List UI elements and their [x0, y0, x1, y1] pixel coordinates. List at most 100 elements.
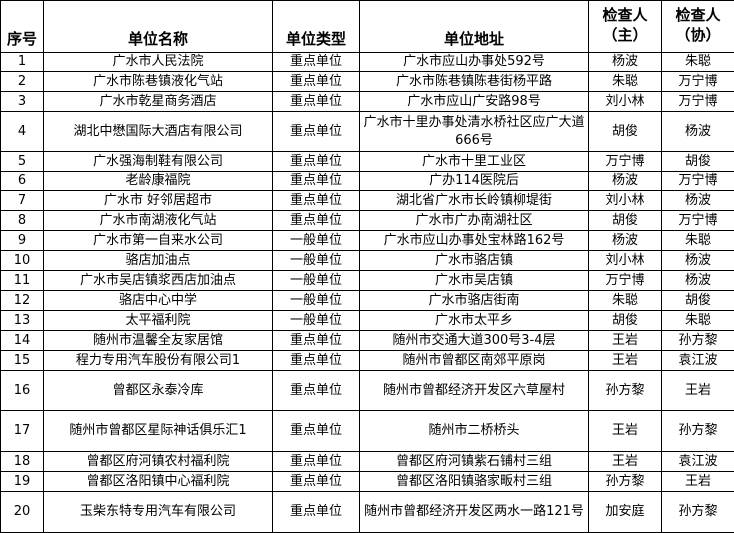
- cell-main: 王岩: [589, 351, 662, 371]
- header-address: 单位地址: [360, 1, 589, 53]
- cell-main: 刘小林: [589, 251, 662, 271]
- cell-name: 随州市曾都区星际神话俱乐汇1: [44, 411, 273, 452]
- cell-name: 老龄康福院: [44, 172, 273, 191]
- cell-no: 7: [1, 191, 44, 211]
- cell-assist: 朱聪: [662, 311, 734, 331]
- cell-type: 一般单位: [273, 251, 360, 271]
- cell-no: 10: [1, 251, 44, 271]
- cell-no: 4: [1, 112, 44, 152]
- cell-address: 随州市曾都区南郊平原岗: [360, 351, 589, 371]
- cell-assist: 王岩: [662, 371, 734, 411]
- cell-no: 17: [1, 411, 44, 452]
- cell-assist: 万宁博: [662, 92, 734, 112]
- cell-address: 广水市骆店街南: [360, 291, 589, 311]
- cell-name: 广水市第一自来水公司: [44, 231, 273, 251]
- cell-address: 广水市应山广安路98号: [360, 92, 589, 112]
- cell-address: 曾都区府河镇紫石铺村三组: [360, 452, 589, 472]
- cell-address: 广水市十里工业区: [360, 152, 589, 172]
- cell-address: 随州市二桥桥头: [360, 411, 589, 452]
- cell-name: 广水市乾星商务酒店: [44, 92, 273, 112]
- cell-no: 15: [1, 351, 44, 371]
- cell-assist: 孙方黎: [662, 331, 734, 351]
- header-no: 序号: [1, 1, 44, 53]
- cell-address: 随州市曾都经济开发区六草屋村: [360, 371, 589, 411]
- cell-main: 孙方黎: [589, 371, 662, 411]
- cell-main: 万宁博: [589, 271, 662, 291]
- cell-name: 湖北中懋国际大酒店有限公司: [44, 112, 273, 152]
- header-type: 单位类型: [273, 1, 360, 53]
- cell-type: 重点单位: [273, 452, 360, 472]
- cell-main: 朱聪: [589, 72, 662, 92]
- cell-main: 杨波: [589, 172, 662, 191]
- cell-address: 广水市陈巷镇陈巷街杨平路: [360, 72, 589, 92]
- cell-address: 广水市应山办事处592号: [360, 53, 589, 72]
- header-inspector-assist: 检查人（协）: [662, 1, 734, 53]
- cell-main: 王岩: [589, 452, 662, 472]
- cell-type: 重点单位: [273, 331, 360, 351]
- cell-type: 一般单位: [273, 311, 360, 331]
- cell-type: 重点单位: [273, 371, 360, 411]
- cell-no: 20: [1, 492, 44, 533]
- cell-no: 8: [1, 211, 44, 231]
- cell-address: 广水市太平乡: [360, 311, 589, 331]
- cell-main: 朱聪: [589, 291, 662, 311]
- cell-assist: 杨波: [662, 112, 734, 152]
- cell-main: 王岩: [589, 411, 662, 452]
- cell-name: 玉柴东特专用汽车有限公司: [44, 492, 273, 533]
- cell-main: 胡俊: [589, 311, 662, 331]
- cell-type: 重点单位: [273, 211, 360, 231]
- cell-type: 重点单位: [273, 191, 360, 211]
- cell-name: 骆店加油点: [44, 251, 273, 271]
- cell-no: 2: [1, 72, 44, 92]
- cell-type: 重点单位: [273, 53, 360, 72]
- cell-type: 一般单位: [273, 271, 360, 291]
- cell-address: 广水市吴店镇: [360, 271, 589, 291]
- cell-address: 湖北省广水市长岭镇柳堤街: [360, 191, 589, 211]
- cell-name: 广水市吴店镇浆西店加油点: [44, 271, 273, 291]
- cell-name: 广水市人民法院: [44, 53, 273, 72]
- cell-main: 王岩: [589, 331, 662, 351]
- cell-no: 3: [1, 92, 44, 112]
- cell-assist: 胡俊: [662, 152, 734, 172]
- cell-no: 16: [1, 371, 44, 411]
- cell-assist: 袁江波: [662, 452, 734, 472]
- cell-assist: 杨波: [662, 251, 734, 271]
- cell-name: 曾都区永泰冷库: [44, 371, 273, 411]
- cell-type: 一般单位: [273, 231, 360, 251]
- cell-assist: 万宁博: [662, 172, 734, 191]
- cell-type: 重点单位: [273, 72, 360, 92]
- cell-assist: 朱聪: [662, 231, 734, 251]
- cell-type: 重点单位: [273, 472, 360, 492]
- cell-address: 广办114医院后: [360, 172, 589, 191]
- cell-assist: 万宁博: [662, 72, 734, 92]
- cell-name: 广水市 好邻居超市: [44, 191, 273, 211]
- cell-address: 广水市广办南湖社区: [360, 211, 589, 231]
- cell-main: 刘小林: [589, 92, 662, 112]
- cell-main: 孙方黎: [589, 472, 662, 492]
- cell-name: 曾都区洛阳镇中心福利院: [44, 472, 273, 492]
- cell-main: 杨波: [589, 231, 662, 251]
- cell-assist: 杨波: [662, 271, 734, 291]
- cell-address: 随州市曾都经济开发区两水一路121号: [360, 492, 589, 533]
- cell-no: 11: [1, 271, 44, 291]
- cell-name: 广水强海制鞋有限公司: [44, 152, 273, 172]
- cell-assist: 朱聪: [662, 53, 734, 72]
- cell-main: 胡俊: [589, 112, 662, 152]
- cell-name: 广水市陈巷镇液化气站: [44, 72, 273, 92]
- cell-type: 重点单位: [273, 152, 360, 172]
- cell-name: 程力专用汽车股份有限公司1: [44, 351, 273, 371]
- cell-name: 太平福利院: [44, 311, 273, 331]
